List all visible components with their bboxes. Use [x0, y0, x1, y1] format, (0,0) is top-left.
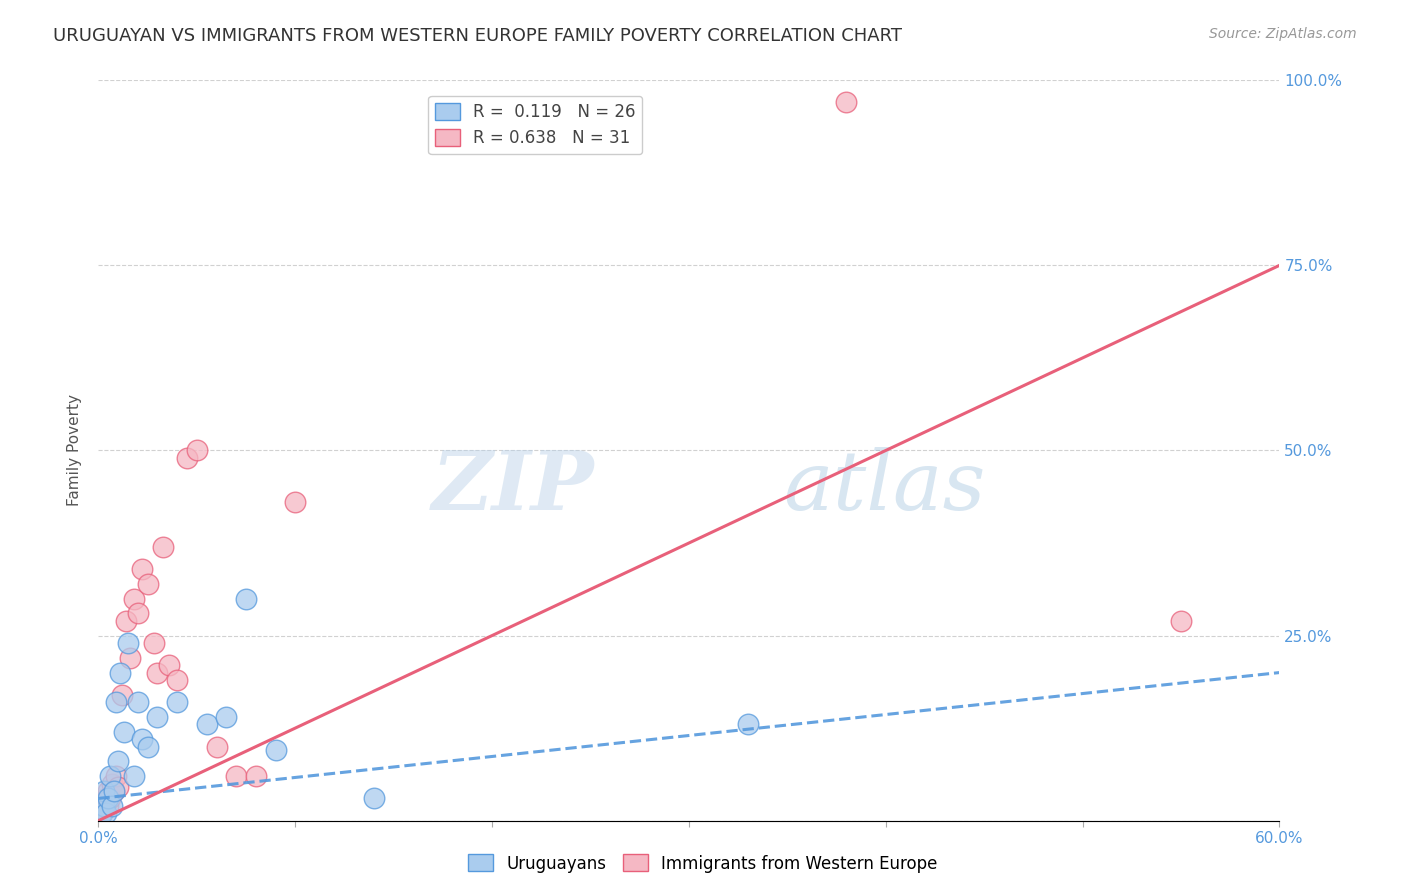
- Point: [152, 540, 174, 554]
- Point: [89, 810, 111, 824]
- Point: [112, 724, 135, 739]
- Point: [142, 636, 165, 650]
- Point: [245, 769, 267, 783]
- Point: [98, 769, 121, 783]
- Point: [166, 695, 188, 709]
- Point: [97, 798, 120, 813]
- Point: [157, 658, 180, 673]
- Point: [176, 450, 198, 465]
- Point: [166, 673, 188, 687]
- Point: [93, 798, 115, 813]
- Point: [93, 798, 115, 813]
- Point: [186, 443, 208, 458]
- Point: [96, 806, 118, 821]
- Point: [105, 769, 128, 783]
- Point: [91, 806, 114, 821]
- Point: [835, 95, 858, 110]
- Point: [131, 562, 153, 576]
- Legend: Uruguayans, Immigrants from Western Europe: Uruguayans, Immigrants from Western Euro…: [461, 847, 945, 880]
- Point: [127, 607, 149, 621]
- Point: [117, 636, 139, 650]
- Point: [205, 739, 228, 754]
- Point: [136, 739, 159, 754]
- Point: [284, 495, 307, 509]
- Point: [131, 732, 153, 747]
- Point: [91, 806, 114, 821]
- Point: [146, 665, 169, 680]
- Point: [225, 769, 247, 783]
- Point: [89, 810, 111, 824]
- Text: ZIP: ZIP: [432, 448, 595, 527]
- Point: [115, 614, 138, 628]
- Point: [97, 791, 120, 805]
- Point: [195, 717, 218, 731]
- Point: [363, 791, 385, 805]
- Point: [105, 695, 128, 709]
- Point: [737, 717, 759, 731]
- Text: URUGUAYAN VS IMMIGRANTS FROM WESTERN EUROPE FAMILY POVERTY CORRELATION CHART: URUGUAYAN VS IMMIGRANTS FROM WESTERN EUR…: [53, 27, 903, 45]
- Point: [127, 695, 149, 709]
- Point: [93, 784, 115, 798]
- Point: [122, 591, 145, 606]
- Point: [264, 743, 287, 757]
- Text: Source: ZipAtlas.com: Source: ZipAtlas.com: [1209, 27, 1357, 41]
- Point: [108, 665, 131, 680]
- Point: [136, 576, 159, 591]
- Point: [235, 591, 257, 606]
- Point: [107, 755, 129, 769]
- Point: [97, 784, 120, 798]
- Text: atlas: atlas: [783, 448, 986, 527]
- Point: [101, 776, 124, 791]
- Point: [215, 710, 238, 724]
- Point: [103, 784, 125, 798]
- Point: [101, 798, 124, 813]
- Point: [107, 780, 129, 795]
- Point: [118, 650, 141, 665]
- Point: [111, 688, 134, 702]
- Y-axis label: Family Poverty: Family Poverty: [67, 394, 83, 507]
- Point: [96, 791, 118, 805]
- Point: [103, 784, 125, 798]
- Legend: R =  0.119   N = 26, R = 0.638   N = 31: R = 0.119 N = 26, R = 0.638 N = 31: [429, 96, 643, 154]
- Point: [122, 769, 145, 783]
- Point: [98, 791, 121, 805]
- Point: [1170, 614, 1192, 628]
- Point: [146, 710, 169, 724]
